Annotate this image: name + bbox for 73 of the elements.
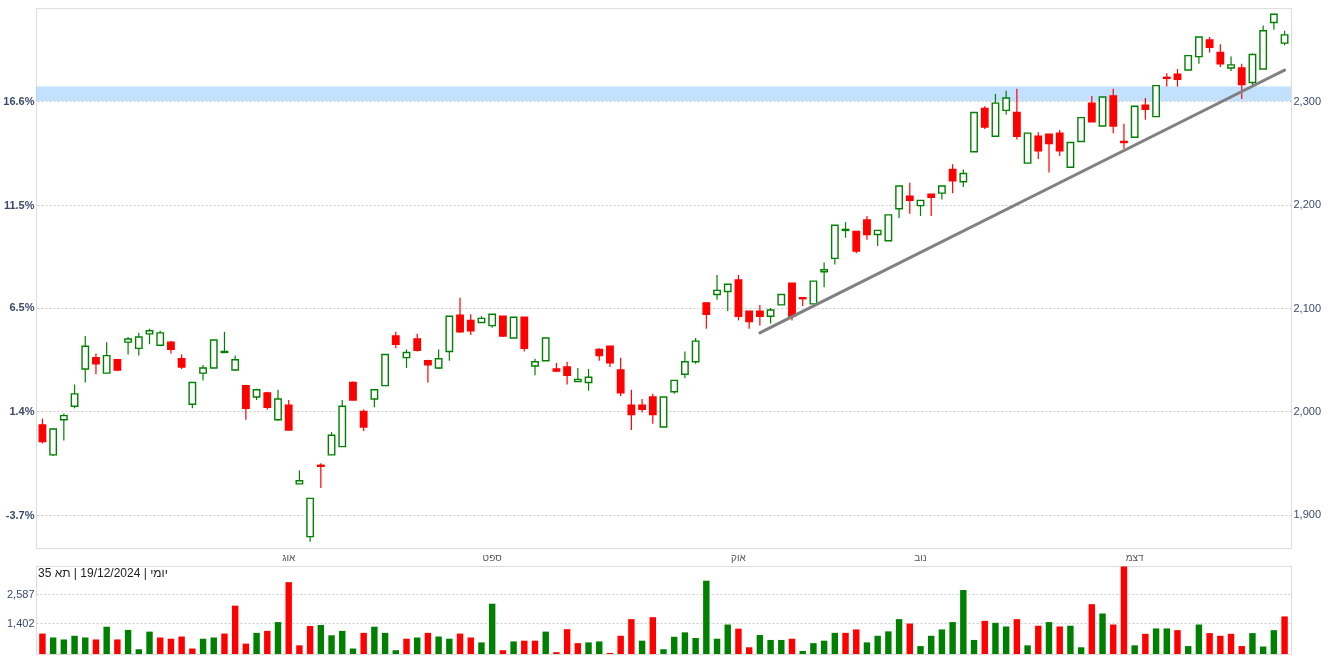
y-tick-label: 2,300 [1293,94,1322,107]
candlestick [948,163,957,194]
x-tick-label: דצמ [1125,551,1145,563]
y2-tick-label: 11.5% [3,199,35,212]
candlestick [1012,88,1021,140]
candlestick [638,398,646,414]
y2-tick-label: 16.6% [3,95,35,108]
candlestick [81,335,90,384]
candlestick [852,230,861,254]
candlestick [648,393,657,425]
candlestick [895,185,903,219]
candlestick [863,215,871,241]
candlestick [713,274,721,301]
candlestick [1077,116,1086,143]
candlestick [498,315,507,338]
candlestick [541,337,550,362]
y-tick-label: 1,900 [1293,508,1322,521]
candlestick [327,431,336,456]
candlestick [38,418,47,445]
candlestick [1227,56,1235,72]
candlestick [691,337,700,365]
candlestick [531,358,539,376]
candlestick [466,313,475,336]
candlestick [1045,133,1053,174]
candlestick [1216,43,1225,68]
candlestick [102,341,111,374]
candlestick [627,389,636,431]
candlestick [681,350,689,379]
candlestick [456,297,464,334]
candlestick [820,261,829,288]
x-tick-label: ספט [482,551,503,563]
candlestick [1237,63,1246,100]
candlestick [1141,97,1150,121]
candlestick [124,336,132,356]
candlestick [1195,36,1203,65]
candlestick [241,384,250,421]
candlestick [59,412,68,442]
annotation: יומי | 19/12/2024 | תא 35 [38,566,168,580]
candlestick [755,304,764,327]
candlestick [702,302,711,330]
candlestick [92,352,100,375]
y-tick-label: 1,402 [6,616,35,629]
candlestick [509,316,518,339]
y-tick-label: 2,000 [1293,404,1322,417]
candlestick [134,332,143,357]
candlestick [1087,95,1096,123]
candlestick [188,381,197,409]
candlestick [927,193,936,217]
x-tick-label: נוב [914,551,927,563]
candlestick [349,380,357,401]
y-tick-label: 2,200 [1293,198,1322,211]
x-tick-label: אוג [282,551,296,563]
candlestick [316,462,325,489]
candlestick [1120,123,1128,150]
candlestick [723,283,732,312]
candlestick [274,389,282,422]
candlestick [905,182,914,215]
candlestick [809,280,818,305]
candlestick [1002,90,1011,116]
candlestick [980,105,989,130]
y-tick-label: 2,100 [1293,301,1322,314]
candlestick [616,357,625,397]
x-tick-label: אוק [731,551,747,563]
candlestick [1055,129,1064,157]
candlestick [359,408,368,432]
y2-tick-label: 1.4% [9,404,35,417]
y2-tick-label: 6.5% [9,301,35,314]
candlestick [606,345,614,368]
candlestick [70,383,79,409]
candlestick [563,361,572,386]
y2-tick-label: -3.7% [5,508,35,521]
candlestick [1034,131,1043,160]
y-tick-label: 2,587 [6,587,35,600]
